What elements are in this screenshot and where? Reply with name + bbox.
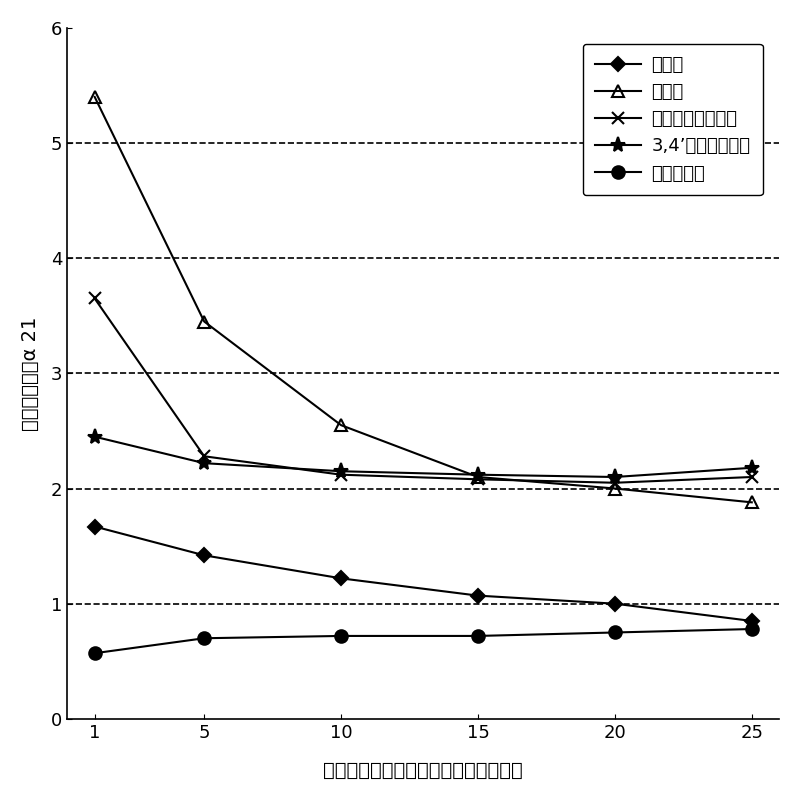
二甘醇 [473,473,482,482]
Line: 对叔丁基邻苯二酚: 对叔丁基邻苯二酚 [89,292,758,489]
3,4’－二氯二苯醚 [747,463,757,473]
未加分离剂 [90,648,99,658]
二甘醇 [747,497,757,507]
3,4’－二氯二苯醚 [90,432,99,441]
对叔丁基邻苯二酚 [747,473,757,482]
二甘醇 [610,484,620,493]
未加分离剂 [747,624,757,634]
未加分离剂 [610,628,620,638]
Line: 未加分离剂: 未加分离剂 [89,623,758,659]
未加分离剂 [336,631,346,641]
3,4’－二氯二苯醚 [473,470,482,480]
3,4’－二氯二苯醚 [610,473,620,482]
Y-axis label: 相对挥发度，α 21: 相对挥发度，α 21 [21,316,40,430]
3,4’－二氯二苯醚 [199,458,209,468]
对叔丁基邻苯二酚 [610,478,620,488]
乙二醇 [610,599,620,609]
乙二醇 [747,616,757,626]
未加分离剂 [199,634,209,643]
对叔丁基邻苯二酚 [90,294,99,304]
Line: 二甘醇: 二甘醇 [89,91,758,509]
Line: 3,4’－二氯二苯醚: 3,4’－二氯二苯醚 [87,429,759,485]
未加分离剂 [473,631,482,641]
二甘醇 [336,421,346,430]
乙二醇 [336,574,346,583]
对叔丁基邻苯二酚 [199,452,209,461]
乙二醇 [473,591,482,601]
对叔丁基邻苯二酚 [336,470,346,480]
乙二醇 [90,521,99,531]
Legend: 乙二醇, 二甘醇, 对叔丁基邻苯二酚, 3,4’－二氯二苯醚, 未加分离剂: 乙二醇, 二甘醇, 对叔丁基邻苯二酚, 3,4’－二氯二苯醚, 未加分离剂 [582,44,763,195]
二甘醇 [90,92,99,102]
二甘醇 [199,316,209,326]
Line: 乙二醇: 乙二醇 [90,521,757,626]
对叔丁基邻苯二酚 [473,474,482,484]
乙二醇 [199,550,209,560]
3,4’－二氯二苯醚 [336,466,346,476]
X-axis label: 吵喷酚对邻苯二酚（分离剂）的质量比: 吵喷酚对邻苯二酚（分离剂）的质量比 [323,761,523,780]
